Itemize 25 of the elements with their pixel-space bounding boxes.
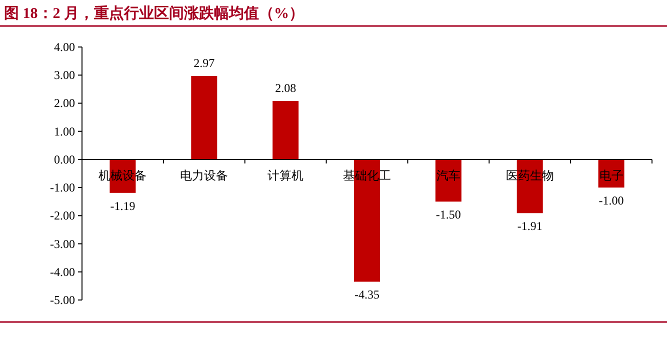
bar (435, 159, 462, 202)
y-tick-label: -4.00 (50, 264, 75, 279)
y-tick-label: 3.00 (54, 68, 75, 82)
data-label: -1.50 (436, 208, 461, 222)
data-label: -4.35 (354, 288, 380, 302)
y-tick-label: -3.00 (50, 236, 75, 251)
y-tick-label: 4.00 (54, 40, 75, 54)
y-tick-label: 1.00 (54, 124, 75, 138)
data-label: -1.19 (110, 198, 136, 213)
y-tick-label: 2.00 (54, 96, 75, 110)
bar (191, 76, 218, 160)
data-label: 2.97 (194, 56, 215, 70)
y-tick-label: -5.00 (50, 293, 75, 307)
chart-title: 图 18：2 月，重点行业区间涨跌幅均值（%） (4, 5, 304, 22)
y-tick-label: -2.00 (50, 208, 75, 223)
x-tick-label: 计算机 (268, 168, 304, 182)
x-tick-label: 汽车 (436, 168, 460, 182)
data-label: -1.00 (598, 194, 624, 208)
bar (272, 100, 299, 160)
data-label: 2.08 (275, 80, 296, 95)
x-tick-label: 电力设备 (180, 168, 228, 182)
y-tick-label: 0.00 (54, 152, 75, 166)
x-tick-label: 电子 (599, 168, 624, 182)
y-tick-label: -1.00 (50, 180, 75, 195)
data-label: -1.91 (517, 219, 542, 234)
